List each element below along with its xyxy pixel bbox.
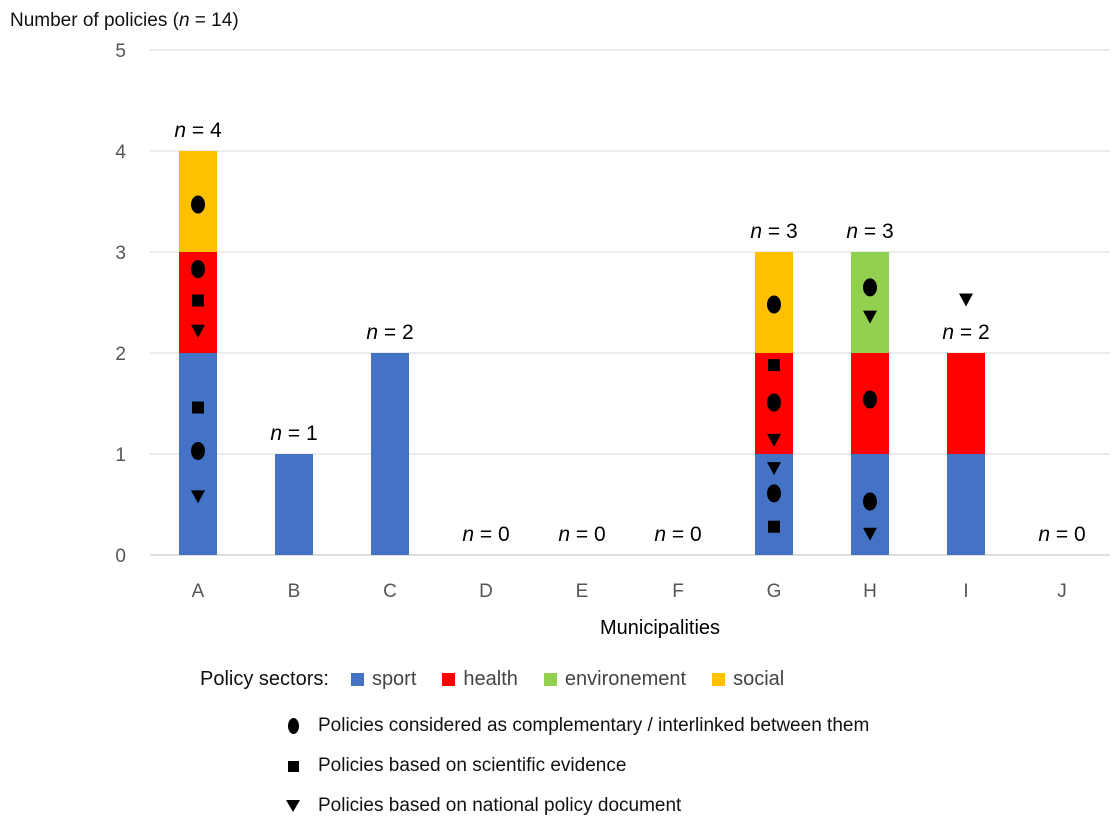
total-label-F: n = 0 (654, 523, 701, 546)
total-label-C: n = 2 (366, 321, 413, 344)
x-tick-label-E: E (576, 581, 589, 602)
triangle-marker (767, 433, 781, 447)
total-label-I: n = 2 (942, 321, 989, 344)
marker-legend-label: Policies based on scientific evidence (318, 755, 627, 776)
total-label-J: n = 0 (1038, 523, 1085, 546)
legend-item-environement: environement (543, 668, 687, 691)
y-axis-label: Number of policies (n = 14) (10, 10, 239, 31)
x-tick-label-D: D (479, 581, 493, 602)
y-tick-label: 2 (115, 344, 126, 365)
marker-legend-row-national: Policies based on national policy docume… (282, 786, 869, 826)
legend-label: social (733, 668, 785, 690)
circle-marker (767, 393, 781, 412)
total-label-A: n = 4 (174, 119, 222, 142)
x-tick-label-B: B (288, 581, 301, 602)
marker-legend-row-scientific: Policies based on scientific evidence (282, 746, 869, 786)
total-label-B: n = 1 (270, 422, 317, 445)
square-marker (192, 294, 204, 307)
bar-segment-I-health (947, 353, 985, 454)
triangle-marker (863, 527, 877, 541)
x-tick-label-F: F (672, 581, 684, 602)
bar-segment-H-environement (851, 252, 889, 353)
legend-title: Policy sectors: (200, 668, 329, 690)
y-tick-label: 4 (115, 142, 126, 163)
triangle-marker (191, 324, 205, 338)
legend-swatch-sport (350, 673, 364, 686)
legend-swatch-social (712, 673, 726, 686)
total-label-D: n = 0 (462, 523, 509, 546)
total-label-G: n = 3 (750, 220, 797, 243)
bar-segment-I-sport (947, 454, 985, 555)
square-marker (768, 359, 780, 372)
triangle-marker-icon (286, 800, 300, 812)
legend-item-social: social (712, 668, 784, 691)
legend-label: health (463, 668, 518, 690)
y-tick-label: 5 (115, 41, 126, 62)
x-tick-label-I: I (963, 581, 968, 602)
legend-item-sport: sport (350, 668, 417, 691)
square-marker (768, 520, 780, 533)
triangle-marker (191, 490, 205, 504)
x-tick-label-G: G (767, 581, 782, 602)
marker-legend-row-complementary: Policies considered as complementary / i… (282, 706, 869, 746)
sector-legend: Policy sectors: sport health environemen… (200, 668, 810, 691)
y-tick-label: 3 (115, 243, 126, 264)
x-axis-label: Municipalities (600, 617, 720, 639)
x-tick-label-H: H (863, 581, 877, 602)
square-marker (192, 401, 204, 414)
triangle-marker (767, 462, 781, 476)
legend-item-health: health (442, 668, 518, 691)
circle-marker (767, 484, 781, 503)
bar-segment-C-sport (371, 353, 409, 555)
total-label-E: n = 0 (558, 523, 605, 546)
circle-marker (767, 295, 781, 314)
total-label-H: n = 3 (846, 220, 893, 243)
legend-label: environement (564, 668, 687, 690)
circle-marker (191, 260, 205, 279)
circle-marker (863, 278, 877, 297)
triangle-marker (959, 293, 973, 307)
square-marker-icon (287, 760, 299, 772)
x-tick-label-A: A (192, 581, 205, 602)
y-tick-label: 0 (115, 546, 126, 567)
y-tick-label: 1 (115, 445, 126, 466)
legend-label: sport (371, 668, 417, 690)
circle-marker (863, 390, 877, 409)
bar-segment-B-sport (275, 454, 313, 555)
marker-legend: Policies considered as complementary / i… (282, 706, 869, 826)
triangle-marker (863, 310, 877, 324)
x-tick-label-J: J (1057, 581, 1067, 602)
marker-legend-label: Policies considered as complementary / i… (318, 715, 870, 736)
circle-marker (191, 195, 205, 214)
legend-swatch-health (442, 673, 456, 686)
circle-marker (191, 441, 205, 460)
circle-marker-icon (287, 718, 299, 734)
x-tick-label-C: C (383, 581, 397, 602)
legend-swatch-environement (543, 673, 557, 686)
circle-marker (863, 492, 877, 511)
marker-legend-label: Policies based on national policy docume… (318, 795, 682, 816)
